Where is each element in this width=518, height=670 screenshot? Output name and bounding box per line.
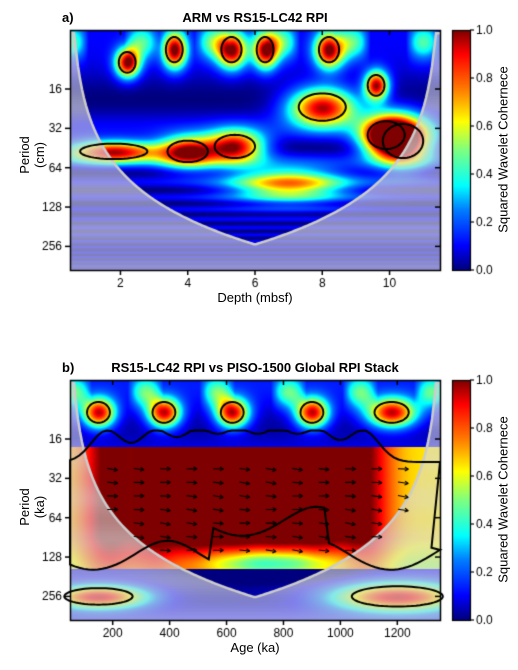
panel-b-cb-label: Squared Wavelet Cohernece	[496, 415, 511, 585]
figure-root: a) ARM vs RS15-LC42 RPI Period (cm) Dept…	[0, 0, 518, 670]
panel-b-ylabel: Period (ka)	[17, 477, 47, 537]
panel-b-colorbar	[0, 0, 518, 670]
panel-b-xlabel: Age (ka)	[70, 640, 440, 655]
